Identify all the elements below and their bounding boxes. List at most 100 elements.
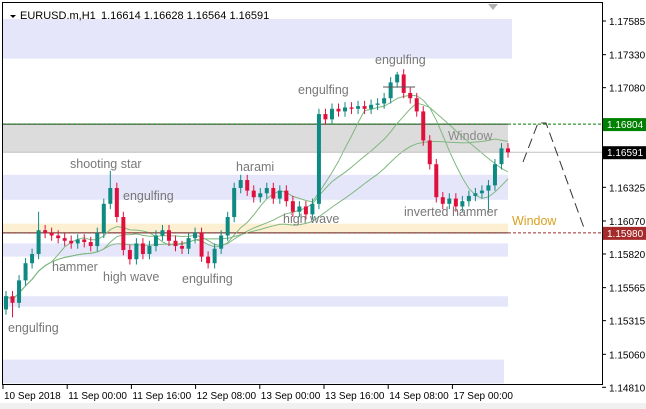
y-tick-label: 1.15820 — [609, 250, 646, 261]
candle-body — [4, 296, 8, 310]
sr-zone — [3, 296, 508, 307]
candle-body — [219, 235, 224, 249]
candle-body — [62, 238, 67, 241]
candle-body — [160, 230, 165, 236]
y-tick-label: 1.17330 — [609, 51, 646, 62]
candle-body — [343, 107, 348, 112]
pattern-label: inverted hammer — [404, 205, 498, 219]
zones-layer — [3, 19, 512, 384]
candle-body — [95, 232, 100, 247]
pattern-label: engulfing — [298, 83, 349, 97]
candle-body — [375, 103, 380, 105]
candle-body — [30, 253, 35, 264]
candle-body — [440, 197, 445, 204]
price-label-box — [603, 146, 646, 160]
shift-marker-icon[interactable] — [488, 4, 498, 10]
moving-averages — [5, 94, 509, 301]
ohlc-readout: 1.16614 1.16628 1.16564 1.16591 — [101, 10, 269, 22]
window-label-orange: Window — [512, 214, 557, 228]
price-label-box — [603, 226, 646, 240]
candle-body — [186, 238, 191, 249]
candle-body — [297, 206, 302, 212]
price-label-text: 1.16804 — [607, 120, 644, 131]
pattern-label: engulfing — [375, 53, 426, 67]
candle-body — [82, 239, 87, 243]
candle-body — [414, 98, 419, 112]
x-tick-label: 11 Sep 16:00 — [132, 391, 191, 402]
candle-body — [453, 198, 458, 207]
candle-body — [336, 108, 341, 112]
window-label-gray: Window — [448, 129, 493, 143]
candle-body — [264, 187, 269, 194]
pattern-label: high wave — [283, 212, 339, 226]
price-label-box — [603, 118, 646, 132]
candle-body — [460, 201, 465, 207]
x-tick-label: 13 Sep 00:00 — [261, 391, 321, 402]
candle-body — [56, 235, 61, 239]
candle-body — [75, 239, 80, 244]
candle-body — [473, 193, 478, 196]
candle-body — [310, 203, 315, 215]
candle-body — [427, 140, 432, 165]
dropdown-triangle-icon[interactable] — [10, 15, 16, 18]
candle-body — [408, 92, 413, 99]
candle-body — [232, 187, 237, 218]
candle-body — [499, 148, 504, 165]
x-tick-label: 12 Sep 08:00 — [197, 391, 257, 402]
candle-body — [173, 240, 178, 247]
candle-body — [166, 230, 171, 241]
pattern-label: engulfing — [182, 272, 233, 286]
candle-body — [127, 250, 132, 260]
candle-body — [284, 190, 289, 202]
candle-body — [382, 98, 387, 104]
y-tick-label: 1.17080 — [609, 84, 646, 95]
status-strip — [0, 403, 646, 409]
y-tick-label: 1.17585 — [609, 17, 646, 28]
x-tick-label: 10 Sep 2018 — [4, 391, 61, 402]
candle-body — [212, 248, 217, 264]
candle-body — [349, 107, 354, 109]
x-tick-label: 14 Sep 08:00 — [389, 391, 449, 402]
candle-body — [134, 243, 139, 260]
pattern-label: engulfing — [123, 189, 174, 203]
candle-body — [114, 187, 119, 218]
sr-zone — [3, 19, 512, 59]
candle-body — [421, 111, 426, 141]
price-label-text: 1.16591 — [607, 148, 644, 159]
candle-body — [121, 217, 126, 251]
moving-average-line — [5, 94, 509, 301]
candle-body — [101, 203, 106, 233]
price-axis[interactable]: 1.17585 1.17330 1.17080 1.16325 1.16070 1.158… — [602, 17, 646, 394]
moving-average-line — [5, 138, 509, 301]
time-axis[interactable]: 10 Sep 2018 11 Sep 00:00 11 Sep 16:00 12 Se… — [2, 385, 513, 402]
candle-body — [401, 74, 406, 93]
candle-body — [388, 82, 393, 99]
y-tick-label: 1.16325 — [609, 183, 646, 194]
x-tick-label: 17 Sep 00:00 — [453, 391, 513, 402]
candle-body — [362, 106, 367, 109]
price-label-text: 1.15980 — [607, 229, 644, 240]
candle-body — [199, 232, 204, 257]
sr-zone — [3, 359, 504, 384]
candle-body — [17, 280, 22, 303]
candle-body — [251, 190, 256, 198]
window-gap-zone — [3, 124, 508, 153]
candle-body — [153, 235, 158, 247]
window-gap-zone — [3, 223, 508, 233]
candle-body — [36, 230, 41, 254]
candle-body — [147, 246, 152, 254]
y-tick-label: 1.15060 — [609, 350, 646, 361]
candle-body — [329, 108, 334, 120]
pattern-label: engulfing — [8, 321, 59, 335]
candle-body — [434, 164, 439, 198]
candle-body — [303, 206, 308, 215]
candle-body — [140, 243, 145, 254]
candle-body — [180, 246, 185, 249]
candle-body — [479, 190, 484, 194]
candles-layer — [4, 69, 510, 318]
candle-body — [369, 104, 374, 109]
pattern-label: high wave — [103, 270, 159, 284]
pattern-label: hammer — [52, 260, 98, 274]
